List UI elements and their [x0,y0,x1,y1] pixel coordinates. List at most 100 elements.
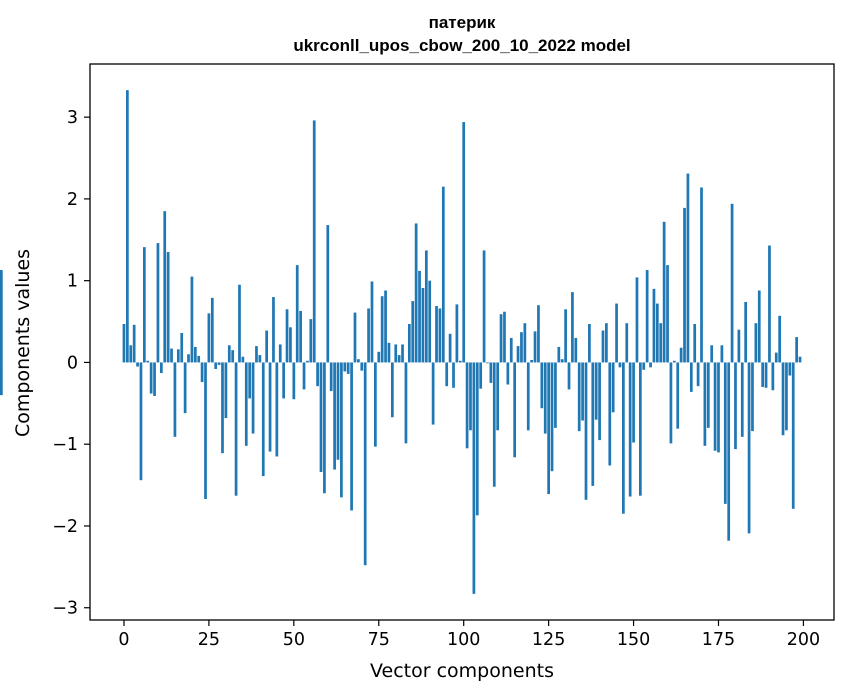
bar [472,362,476,594]
bar [424,250,428,363]
bar [132,324,136,363]
y-tick-label: −1 [52,435,78,455]
bar [506,362,510,385]
bar-series [0,90,802,594]
bar [642,362,646,370]
bar [455,304,459,363]
bar [530,359,534,363]
chart-title: патерик [429,13,496,32]
bar [683,207,686,363]
bar [771,362,775,391]
bar [693,324,697,363]
bar [537,305,540,363]
bar [611,362,615,413]
y-tick-label: 0 [67,353,78,373]
bar [261,362,265,477]
bar [601,330,605,363]
bar [241,356,245,363]
bar [272,297,275,363]
bar [458,360,462,363]
bar [655,303,659,363]
bar [557,346,561,363]
x-tick-label: 50 [283,630,305,650]
bar [265,330,269,363]
bar [550,362,554,472]
bar [615,303,618,363]
bar [591,362,595,486]
x-tick-label: 150 [617,630,650,650]
bar [282,362,286,399]
bar [747,362,751,534]
bar [306,360,309,363]
bar [598,362,601,441]
bar [285,309,289,363]
bar [781,362,785,436]
bar [129,345,133,363]
x-axis-label: Vector components [370,660,554,682]
bar [533,331,537,363]
bar [387,342,391,363]
bar [309,319,313,363]
bar [180,333,184,363]
bar [289,327,292,363]
bar [231,350,235,363]
bar [713,362,717,451]
bar [438,308,442,363]
bar [666,265,669,363]
bar [126,90,129,363]
bar [435,306,438,363]
bar [292,362,296,400]
bar [696,362,700,387]
bar [785,362,788,431]
bar [496,362,500,431]
bar [258,355,262,363]
bar [751,362,754,432]
bar [340,362,343,498]
bar [509,337,513,363]
bar [764,362,768,388]
x-tick-label: 100 [447,630,480,650]
bar [248,362,252,399]
bar [166,252,170,363]
bar [520,332,523,363]
bar [706,362,710,428]
bar [448,333,452,363]
bar [638,362,642,496]
bar [316,362,319,387]
x-tick-label: 175 [702,630,735,650]
bar [350,362,353,511]
y-tick-label: 3 [67,108,78,128]
bar [628,362,632,497]
bar [411,301,415,363]
x-tick-label: 25 [198,630,220,650]
bar [564,309,567,363]
bar [221,362,224,454]
bar [380,296,384,363]
bar [608,362,612,466]
bar [686,173,690,363]
bar [723,362,727,504]
bar [363,362,367,566]
bar [560,359,564,363]
bar [689,362,693,392]
bar [744,301,748,363]
bar [635,277,639,363]
bar [499,314,503,363]
y-axis-label: Components values [12,249,34,437]
bar [540,362,544,409]
bar [384,290,387,363]
bar [329,362,333,392]
bar [238,284,241,363]
bar [210,297,214,363]
bar [255,346,258,363]
x-tick-label: 0 [118,630,129,650]
bar [672,360,676,363]
bar [323,362,326,494]
bar [720,345,724,363]
bar [0,270,3,363]
bar [795,337,798,363]
bar [268,362,272,452]
bar [302,362,306,390]
bar [224,362,228,419]
bar [523,323,527,363]
